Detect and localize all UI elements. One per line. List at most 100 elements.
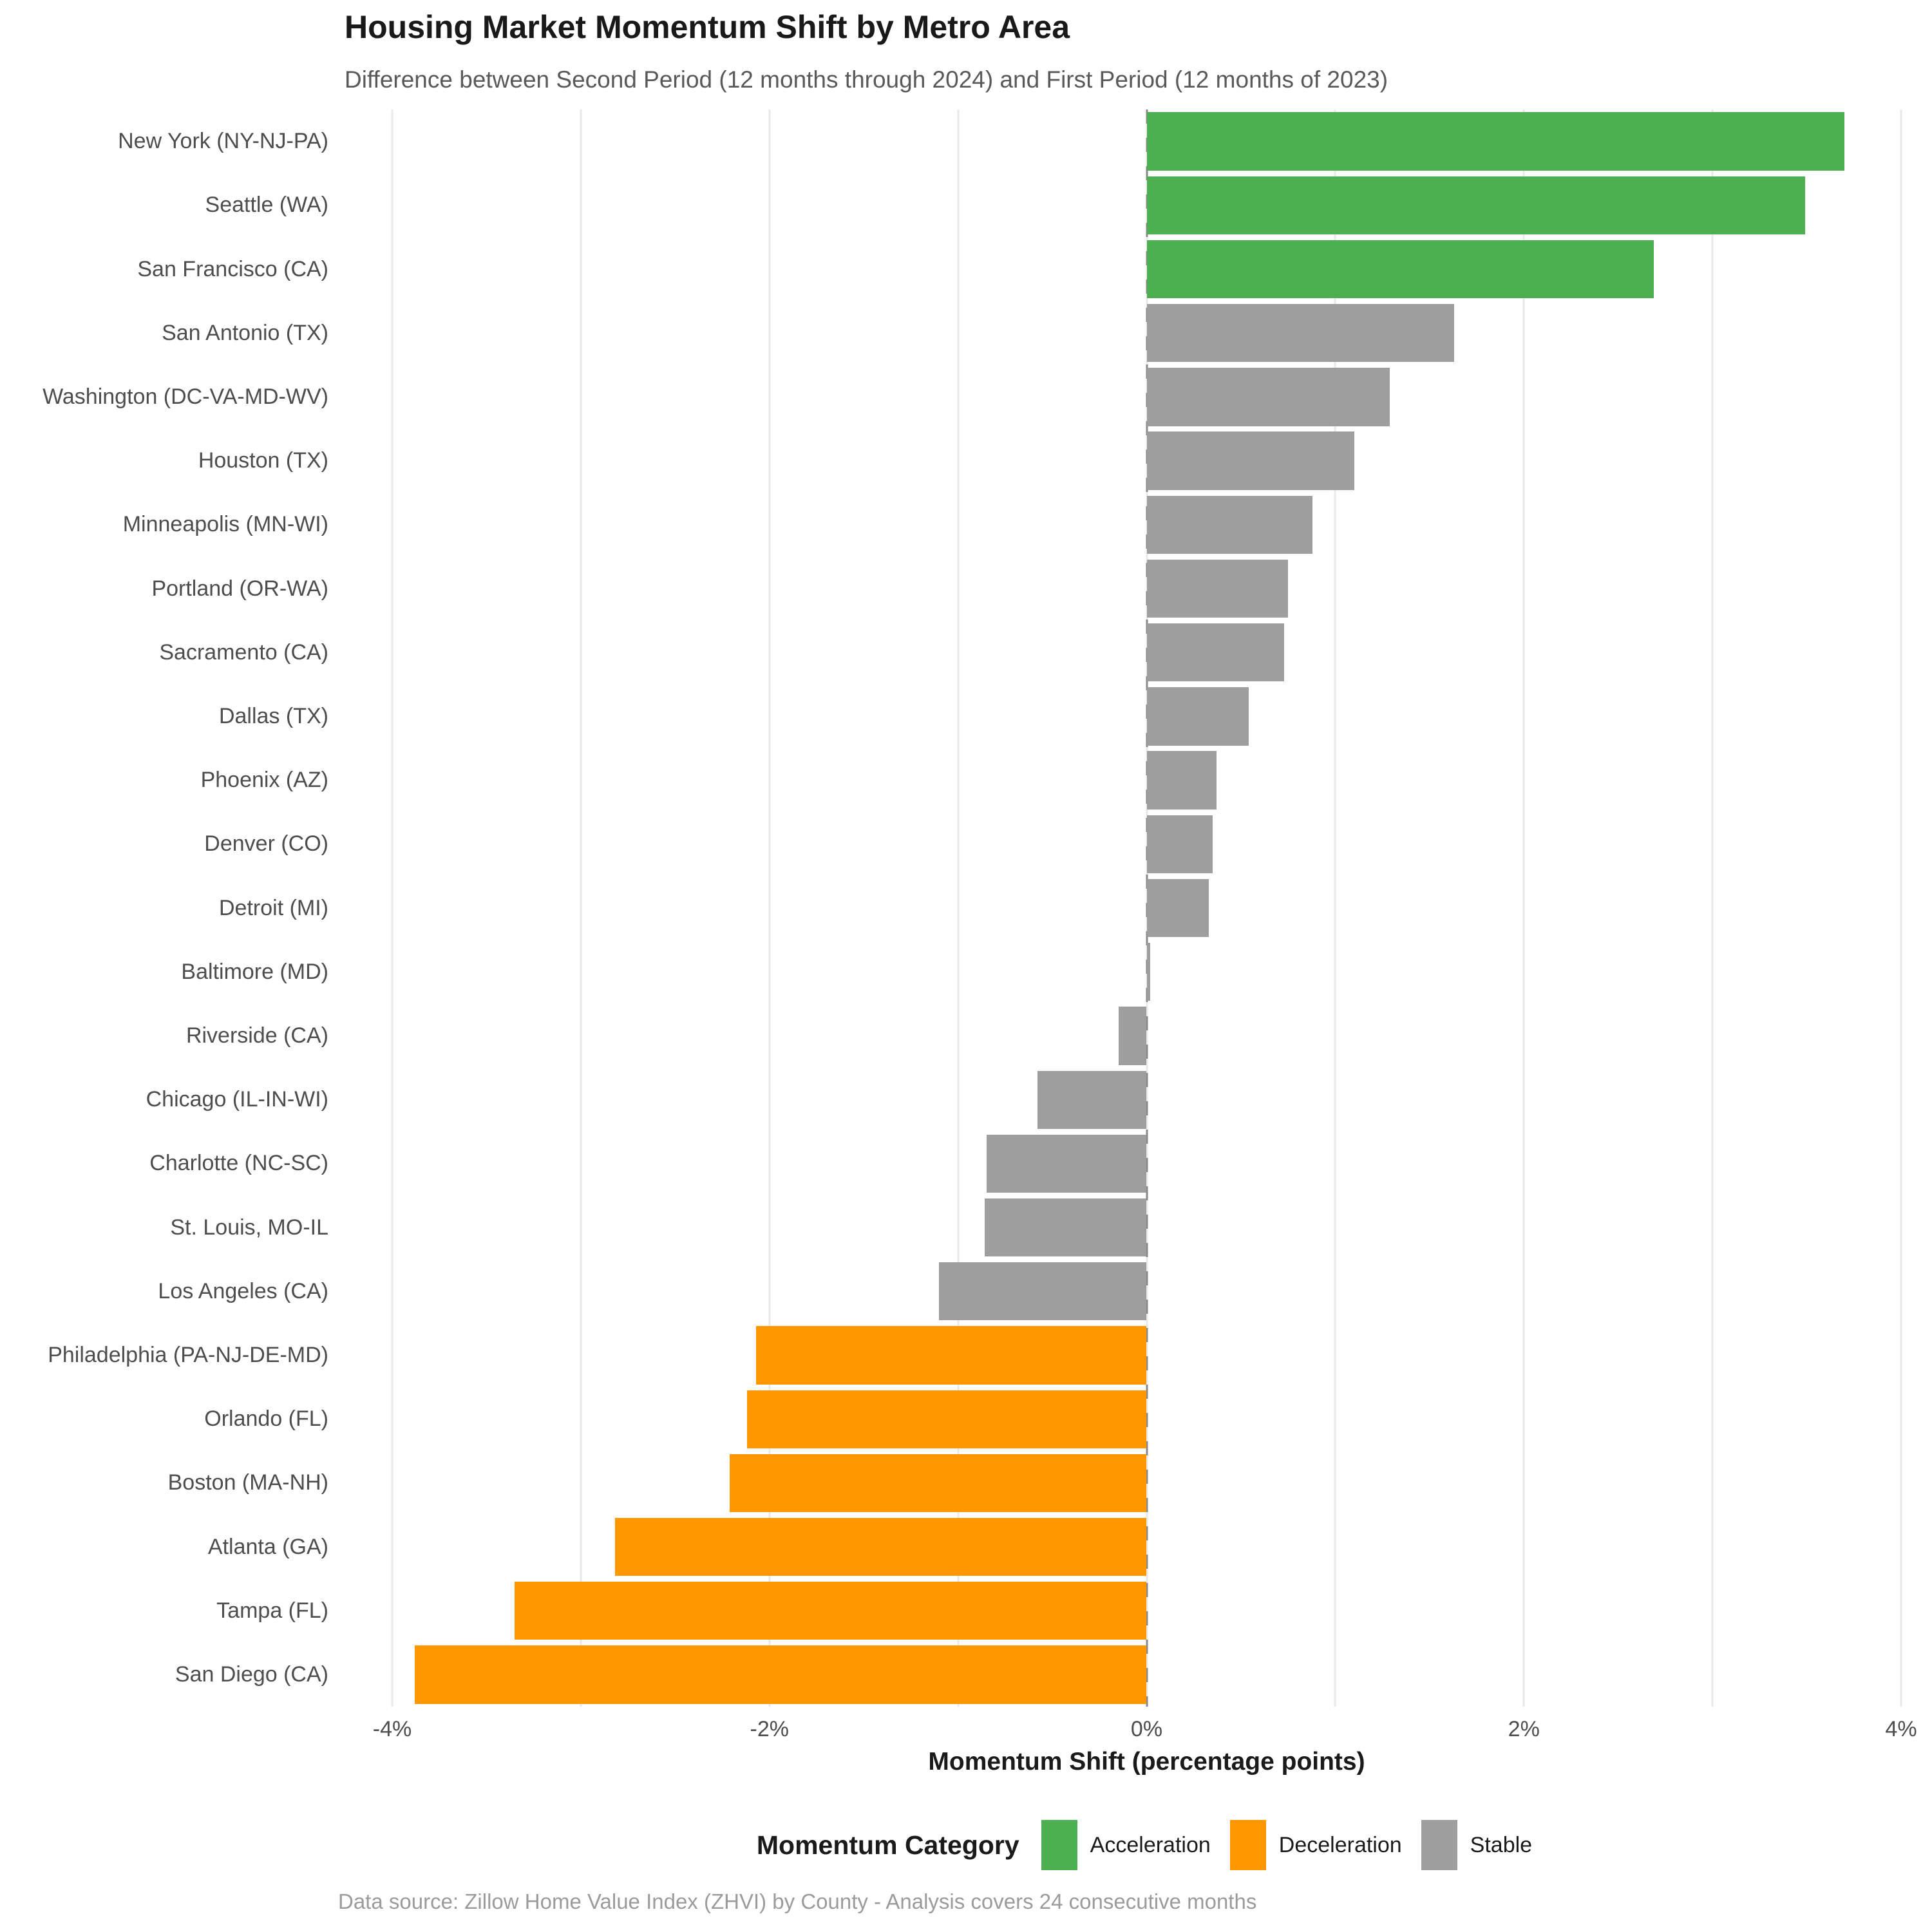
bar-row (392, 109, 1901, 173)
legend-label: Acceleration (1090, 1832, 1211, 1857)
gridline (1711, 109, 1714, 1707)
legend: Momentum Category Acceleration Decelerati… (361, 1820, 1928, 1870)
y-axis-label: Charlotte (NC-SC) (149, 1151, 328, 1176)
legend-swatch (1041, 1820, 1077, 1870)
bar-row (392, 1260, 1901, 1323)
bar-row (392, 748, 1901, 812)
bar-row (392, 1579, 1901, 1643)
caption: Data source: Zillow Home Value Index (ZH… (338, 1889, 1257, 1913)
bar (1146, 943, 1151, 1001)
y-axis-label: Phoenix (AZ) (200, 768, 328, 793)
plot-panel (361, 109, 1928, 1707)
bar (1037, 1070, 1147, 1129)
plot-area (391, 109, 1902, 1707)
bar-row (392, 1387, 1901, 1451)
y-axis-label: Dallas (TX) (218, 703, 328, 728)
x-tick-label: -2% (750, 1717, 789, 1741)
y-axis-label: Houston (TX) (198, 448, 328, 473)
y-axis-label: Tampa (FL) (216, 1598, 328, 1623)
bar (1118, 1007, 1147, 1065)
y-axis-label: San Antonio (TX) (162, 320, 328, 345)
x-axis-title: Momentum Shift (percentage points) (928, 1748, 1365, 1776)
y-axis-label: St. Louis, MO-IL (170, 1215, 328, 1240)
bar (614, 1517, 1147, 1577)
x-tick-label: -4% (372, 1717, 412, 1741)
chart-header: Housing Market Momentum Shift by Metro A… (345, 9, 1906, 94)
legend-wrap: Momentum Category Acceleration Decelerati… (361, 1820, 1928, 1870)
x-tick-label: 2% (1508, 1717, 1540, 1741)
bar (730, 1454, 1147, 1512)
gridline (1522, 109, 1525, 1707)
x-axis: -4% -2% 0% 2% 4% (361, 1708, 1928, 1753)
legend-item: Deceleration (1229, 1820, 1402, 1870)
y-axis-label: Orlando (FL) (204, 1406, 328, 1432)
bar-row (392, 429, 1901, 493)
y-axis-label: Atlanta (GA) (207, 1534, 328, 1559)
y-axis-label: San Francisco (CA) (137, 256, 328, 281)
bar (1146, 431, 1354, 490)
x-tick-label: 0% (1130, 1717, 1163, 1741)
legend-label: Deceleration (1278, 1832, 1402, 1857)
bar (1146, 687, 1249, 746)
bar (1146, 176, 1805, 234)
gridline (768, 109, 771, 1707)
legend-item: Stable (1421, 1820, 1532, 1870)
bar-row (392, 1195, 1901, 1259)
gridline (957, 109, 960, 1707)
bar-row (392, 1323, 1901, 1387)
y-axis-label: Detroit (MI) (219, 895, 328, 920)
y-axis-label: Portland (OR-WA) (151, 576, 328, 601)
bar (986, 1134, 1147, 1193)
bar (1146, 304, 1454, 363)
legend-title: Momentum Category (756, 1830, 1019, 1860)
bar-row (392, 301, 1901, 365)
bar (939, 1262, 1147, 1321)
y-axis-label: Chicago (IL-IN-WI) (146, 1087, 328, 1112)
y-axis-label: Los Angeles (CA) (158, 1278, 328, 1303)
bar (515, 1582, 1147, 1640)
legend-swatch (1229, 1820, 1266, 1870)
legend-item: Acceleration (1041, 1820, 1211, 1870)
bar (1146, 815, 1213, 873)
y-axis-label: Baltimore (MD) (181, 959, 328, 984)
legend-label: Stable (1470, 1832, 1533, 1857)
gridline (391, 109, 393, 1707)
x-axis-ticks: -4% -2% 0% 2% 4% (373, 1708, 1917, 1753)
bar-row (392, 940, 1901, 1004)
bar (1146, 368, 1390, 426)
bar-row (392, 1515, 1901, 1578)
bar-row (392, 1132, 1901, 1195)
bar (1146, 623, 1285, 682)
bar-row (392, 1004, 1901, 1068)
chart-title: Housing Market Momentum Shift by Metro A… (345, 9, 1070, 45)
bar (1146, 559, 1289, 618)
bar (756, 1326, 1147, 1385)
bar-row (392, 621, 1901, 685)
bar-row (392, 237, 1901, 301)
y-axis-label: Minneapolis (MN-WI) (122, 512, 328, 537)
chart-subtitle: Difference between Second Period (12 mon… (345, 66, 1388, 93)
bar (1146, 112, 1845, 171)
y-axis-label: Philadelphia (PA-NJ-DE-MD) (48, 1342, 328, 1367)
gridline (1334, 109, 1336, 1707)
bar-row (392, 493, 1901, 556)
bar-row (392, 173, 1901, 237)
bar-row (392, 876, 1901, 940)
bar-row (392, 1643, 1901, 1707)
x-tick-label: 4% (1885, 1717, 1917, 1741)
gridline (580, 109, 582, 1707)
y-axis-label: Riverside (CA) (185, 1023, 328, 1048)
bar-row (392, 685, 1901, 748)
y-axis-label: San Diego (CA) (175, 1662, 328, 1687)
bar (746, 1390, 1147, 1448)
y-axis-label: Seattle (WA) (205, 193, 328, 218)
bar-chart: New York (NY-NJ-PA) Seattle (WA) San Franc… (0, 109, 1928, 1707)
y-axis-label: Boston (MA-NH) (167, 1470, 328, 1495)
bar-row (392, 812, 1901, 876)
y-axis-label: Washington (DC-VA-MD-WV) (43, 384, 328, 409)
bar (1146, 878, 1209, 938)
bar-row (392, 556, 1901, 620)
bar (1146, 751, 1217, 810)
legend-swatch (1421, 1820, 1457, 1870)
